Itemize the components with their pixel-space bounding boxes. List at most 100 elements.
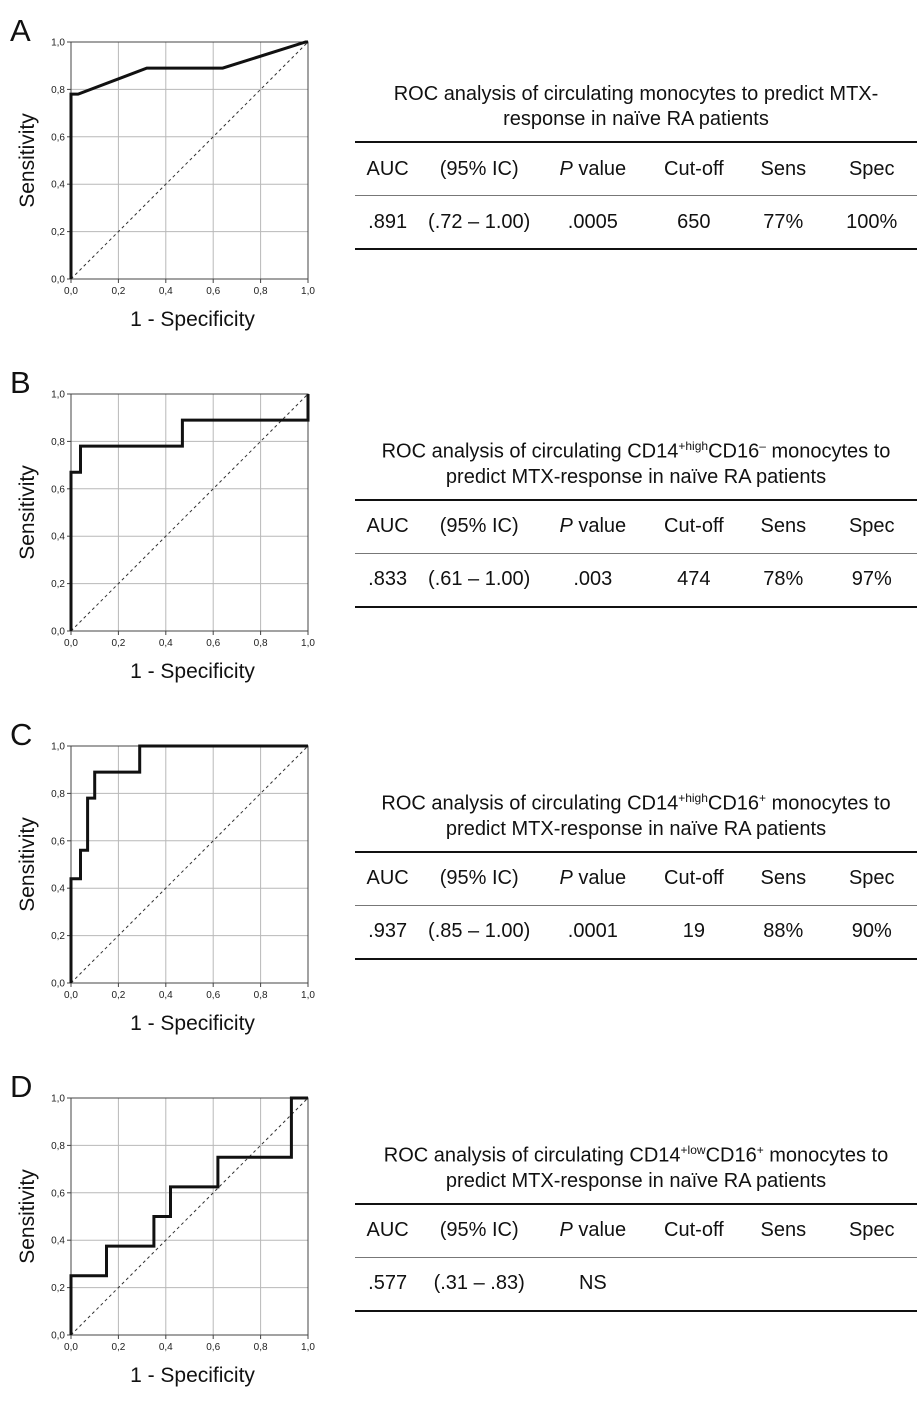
header-sens: Sens [760,1219,807,1242]
table-row: .577 (.31 – .83) NS [355,1257,917,1311]
header-auc: AUC [366,867,409,890]
x-tick-label: 1,0 [301,638,315,649]
roc-curve-line [69,40,308,279]
header-p-value: P value [559,1219,627,1242]
header-cutoff: Cut-off [664,157,724,180]
cell-ci: (.61 – 1.00) [428,568,531,591]
reference-diagonal [70,745,309,984]
x-tick-label: 0,6 [206,1342,220,1353]
panel-b: B 0,0 0,2 0,4 0,6 0,8 1,0 0,0 0,2 0,4 0,6 0,8 1,0 1 … [0,366,917,706]
cell-auc: .577 [368,1272,408,1295]
header-p-value: P value [559,157,627,180]
panel-d: D 0,0 0,2 0,4 0,6 0,8 1,0 0,0 0,2 0,4 0,6 0,8 1,0 1 … [0,1070,917,1410]
table-row: .891 (.72 – 1.00) .0005 650 77% 100% [355,196,917,249]
cell-cutoff: 19 [682,920,705,943]
table-title: ROC analysis of circulating CD14+highCD1… [381,791,891,840]
y-tick-label: 1,0 [51,1094,65,1105]
header-sens: Sens [760,867,807,890]
table-header-row: AUC (95% IC) P value Cut-off Sens Spec [355,142,917,196]
y-axis-title: Sensitivity [16,1169,39,1264]
y-axis-title: Sensitivity [16,113,39,208]
header-p-value: P value [559,515,627,538]
header-ci: (95% IC) [439,157,519,180]
x-axis-title: 1 - Specificity [130,1012,255,1035]
x-tick-label: 0,6 [206,286,220,297]
x-tick-label: 0,4 [159,990,173,1001]
table-row: .833 (.61 – 1.00) .003 474 78% 97% [355,553,917,607]
y-tick-label: 1,0 [51,390,65,401]
header-ci: (95% IC) [439,515,519,538]
header-auc: AUC [366,1219,409,1242]
header-spec: Spec [848,157,895,180]
x-tick-label: 0,4 [159,638,173,649]
table-header-row: AUC (95% IC) P value Cut-off Sens Spec [355,499,917,554]
result-table-c: ROC analysis of circulating CD14+highCD1… [355,786,917,960]
panel-c: C 0,0 0,2 0,4 0,6 0,8 1,0 0,0 0,2 0,4 0,6 0,8 1,0 1 … [0,718,917,1058]
x-tick-label: 0,6 [206,638,220,649]
cell-spec: 100% [846,210,898,233]
panel-a: A 0,0 0,2 0,4 0,6 0,8 1,0 0,0 0,2 0,4 0,6 0,8 1,0 1 … [0,14,917,354]
x-tick-label: 0,2 [111,990,125,1001]
header-cutoff: Cut-off [664,515,724,538]
result-table-a: ROC analysis of circulating monocytes to… [355,82,917,250]
x-tick-label: 1,0 [301,990,315,1001]
cell-auc: .833 [368,568,408,591]
y-tick-label: 0,2 [51,931,65,942]
cell-sens [740,1257,826,1311]
y-tick-label: 0,2 [51,227,65,238]
x-tick-label: 0,8 [254,638,268,649]
cell-auc: .891 [368,210,408,233]
result-table-d: ROC analysis of circulating CD14+lowCD16… [355,1138,917,1312]
y-tick-label: 0,4 [51,532,65,543]
header-spec: Spec [848,867,895,890]
x-tick-label: 0,2 [111,286,125,297]
y-axis-title: Sensitivity [16,817,39,912]
cell-ci: (.85 – 1.00) [428,920,531,943]
x-tick-label: 0,2 [111,1342,125,1353]
header-spec: Spec [848,515,895,538]
cell-sens: 88% [763,920,804,943]
x-tick-label: 0,0 [64,1342,78,1353]
table-header-row: AUC (95% IC) P value Cut-off Sens Spec [355,851,917,906]
y-tick-label: 0,6 [51,132,65,143]
result-table-b: ROC analysis of circulating CD14+highCD1… [355,434,917,608]
x-tick-label: 0,0 [64,990,78,1001]
roc-curve-line [69,394,310,631]
panel-letter: B [10,365,31,400]
cell-p-value: NS [578,1272,607,1295]
y-tick-label: 0,0 [51,627,65,638]
cell-p-value: .0001 [567,920,618,943]
y-tick-label: 1,0 [51,742,65,753]
header-p-value: P value [559,867,627,890]
x-tick-label: 0,2 [111,638,125,649]
cell-sens: 77% [763,210,804,233]
roc-chart-c: 0,0 0,2 0,4 0,6 0,8 1,0 0,0 0,2 0,4 0,6 0,8 1,0 1 - … [16,742,315,1036]
cell-spec: 90% [851,920,892,943]
panel-letter: A [10,13,31,48]
y-tick-label: 0,6 [51,1188,65,1199]
roc-chart-a: 0,0 0,2 0,4 0,6 0,8 1,0 0,0 0,2 0,4 0,6 0,8 1,0 1 - … [16,38,315,332]
x-tick-label: 0,6 [206,990,220,1001]
x-tick-label: 0,8 [254,990,268,1001]
y-tick-label: 0,0 [51,979,65,990]
y-tick-label: 0,0 [51,275,65,286]
x-axis-title: 1 - Specificity [130,1364,255,1387]
y-tick-label: 0,8 [51,437,65,448]
y-axis-title: Sensitivity [16,465,39,560]
x-tick-label: 1,0 [301,1342,315,1353]
cell-sens: 78% [763,568,804,591]
header-cutoff: Cut-off [664,867,724,890]
y-tick-label: 0,4 [51,884,65,895]
header-ci: (95% IC) [439,867,519,890]
y-tick-label: 0,2 [51,579,65,590]
y-tick-label: 0,0 [51,1331,65,1342]
x-tick-label: 0,8 [254,1342,268,1353]
table-title: ROC analysis of circulating monocytes to… [355,82,917,141]
table-title: ROC analysis of circulating CD14+highCD1… [381,439,891,488]
x-tick-label: 1,0 [301,286,315,297]
x-tick-label: 0,4 [159,1342,173,1353]
cell-p-value: .003 [573,568,613,591]
y-tick-label: 1,0 [51,38,65,49]
title-text: ROC analysis of circulating monocytes to… [393,83,879,130]
y-tick-label: 0,8 [51,789,65,800]
